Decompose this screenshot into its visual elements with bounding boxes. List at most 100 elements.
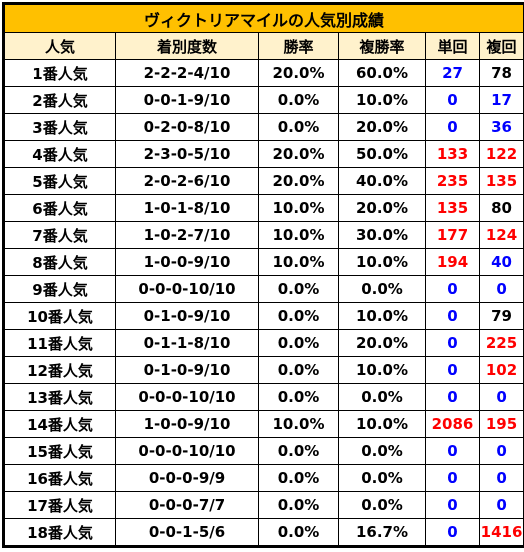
cell-win-rate: 0.0%	[258, 383, 339, 411]
cell-place-rate: 10.0%	[338, 302, 426, 330]
cell-popularity: 7番人気	[4, 221, 116, 249]
cell-place-rate: 10.0%	[338, 410, 426, 438]
table-row: 15番人気 0-0-0-10/10 0.0% 0.0% 0 0	[4, 437, 524, 465]
cell-popularity: 12番人気	[4, 356, 116, 384]
cell-win-return: 0	[425, 356, 480, 384]
cell-win-return: 0	[425, 113, 480, 141]
cell-win-rate: 0.0%	[258, 356, 339, 384]
table-row: 16番人気 0-0-0-9/9 0.0% 0.0% 0 0	[4, 464, 524, 492]
cell-record: 1-0-2-7/10	[115, 221, 259, 249]
cell-win-return: 0	[425, 86, 480, 114]
cell-place-return: 122	[478, 140, 524, 168]
cell-win-rate: 10.0%	[258, 410, 339, 438]
table-row: 10番人気 0-1-0-9/10 0.0% 10.0% 0 79	[4, 302, 524, 330]
cell-popularity: 11番人気	[4, 329, 116, 357]
cell-win-rate: 0.0%	[258, 491, 339, 519]
cell-place-rate: 0.0%	[338, 275, 426, 303]
cell-place-return: 124	[478, 221, 524, 249]
cell-win-rate: 0.0%	[258, 518, 339, 546]
cell-record: 0-1-0-9/10	[115, 356, 259, 384]
cell-win-rate: 10.0%	[258, 248, 339, 276]
cell-win-rate: 0.0%	[258, 302, 339, 330]
cell-record: 0-1-0-9/10	[115, 302, 259, 330]
table-row: 14番人気 1-0-0-9/10 10.0% 10.0% 2086 195	[4, 410, 524, 438]
cell-place-return: 1416	[478, 518, 524, 546]
cell-win-rate: 0.0%	[258, 275, 339, 303]
table-row: 2番人気 0-0-1-9/10 0.0% 10.0% 0 17	[4, 86, 524, 114]
table-row: 6番人気 1-0-1-8/10 10.0% 20.0% 135 80	[4, 194, 524, 222]
cell-place-rate: 20.0%	[338, 329, 426, 357]
table-row: 4番人気 2-3-0-5/10 20.0% 50.0% 133 122	[4, 140, 524, 168]
cell-place-rate: 0.0%	[338, 491, 426, 519]
cell-win-rate: 0.0%	[258, 464, 339, 492]
cell-win-rate: 0.0%	[258, 86, 339, 114]
cell-popularity: 16番人気	[4, 464, 116, 492]
cell-place-rate: 10.0%	[338, 86, 426, 114]
cell-popularity: 3番人気	[4, 113, 116, 141]
cell-popularity: 17番人気	[4, 491, 116, 519]
popularity-stats-table: ヴィクトリアマイルの人気別成績 人気 着別度数 勝率 複勝率 単回 複回 1番人…	[3, 4, 524, 546]
header-row: 人気 着別度数 勝率 複勝率 単回 複回	[4, 32, 524, 60]
cell-place-rate: 20.0%	[338, 113, 426, 141]
cell-popularity: 2番人気	[4, 86, 116, 114]
cell-record: 0-0-0-7/7	[115, 491, 259, 519]
cell-record: 0-0-0-10/10	[115, 383, 259, 411]
cell-record: 0-0-1-5/6	[115, 518, 259, 546]
header-win-return: 単回	[425, 32, 480, 60]
cell-place-return: 0	[478, 437, 524, 465]
cell-popularity: 10番人気	[4, 302, 116, 330]
cell-place-rate: 60.0%	[338, 59, 426, 87]
header-place-return: 複回	[478, 32, 524, 60]
cell-popularity: 5番人気	[4, 167, 116, 195]
cell-record: 0-2-0-8/10	[115, 113, 259, 141]
cell-popularity: 6番人気	[4, 194, 116, 222]
cell-place-rate: 10.0%	[338, 356, 426, 384]
cell-place-return: 36	[478, 113, 524, 141]
table-body: 1番人気 2-2-2-4/10 20.0% 60.0% 27 78 2番人気 0-0-1-9/…	[4, 59, 524, 546]
cell-place-return: 0	[478, 491, 524, 519]
cell-record: 0-0-0-10/10	[115, 437, 259, 465]
cell-win-rate: 20.0%	[258, 59, 339, 87]
cell-place-return: 80	[478, 194, 524, 222]
table-row: 3番人気 0-2-0-8/10 0.0% 20.0% 0 36	[4, 113, 524, 141]
cell-record: 0-1-1-8/10	[115, 329, 259, 357]
cell-win-return: 235	[425, 167, 480, 195]
cell-place-return: 195	[478, 410, 524, 438]
cell-popularity: 15番人気	[4, 437, 116, 465]
cell-place-rate: 50.0%	[338, 140, 426, 168]
cell-win-return: 0	[425, 518, 480, 546]
cell-win-return: 27	[425, 59, 480, 87]
cell-win-return: 0	[425, 329, 480, 357]
cell-place-return: 225	[478, 329, 524, 357]
cell-record: 1-0-0-9/10	[115, 248, 259, 276]
cell-popularity: 14番人気	[4, 410, 116, 438]
table-row: 17番人気 0-0-0-7/7 0.0% 0.0% 0 0	[4, 491, 524, 519]
cell-place-return: 40	[478, 248, 524, 276]
cell-win-rate: 20.0%	[258, 167, 339, 195]
cell-place-rate: 20.0%	[338, 194, 426, 222]
cell-record: 1-0-1-8/10	[115, 194, 259, 222]
cell-record: 2-2-2-4/10	[115, 59, 259, 87]
cell-place-return: 0	[478, 383, 524, 411]
cell-place-return: 102	[478, 356, 524, 384]
cell-place-rate: 0.0%	[338, 464, 426, 492]
cell-place-rate: 10.0%	[338, 248, 426, 276]
cell-win-return: 2086	[425, 410, 480, 438]
cell-win-return: 0	[425, 383, 480, 411]
cell-win-rate: 0.0%	[258, 113, 339, 141]
cell-record: 0-0-1-9/10	[115, 86, 259, 114]
cell-record: 2-3-0-5/10	[115, 140, 259, 168]
cell-place-return: 0	[478, 275, 524, 303]
cell-win-return: 0	[425, 491, 480, 519]
table-row: 5番人気 2-0-2-6/10 20.0% 40.0% 235 135	[4, 167, 524, 195]
cell-popularity: 9番人気	[4, 275, 116, 303]
cell-popularity: 18番人気	[4, 518, 116, 546]
cell-win-rate: 0.0%	[258, 329, 339, 357]
cell-place-return: 17	[478, 86, 524, 114]
cell-win-return: 0	[425, 464, 480, 492]
cell-win-rate: 10.0%	[258, 194, 339, 222]
table-row: 13番人気 0-0-0-10/10 0.0% 0.0% 0 0	[4, 383, 524, 411]
cell-popularity: 1番人気	[4, 59, 116, 87]
